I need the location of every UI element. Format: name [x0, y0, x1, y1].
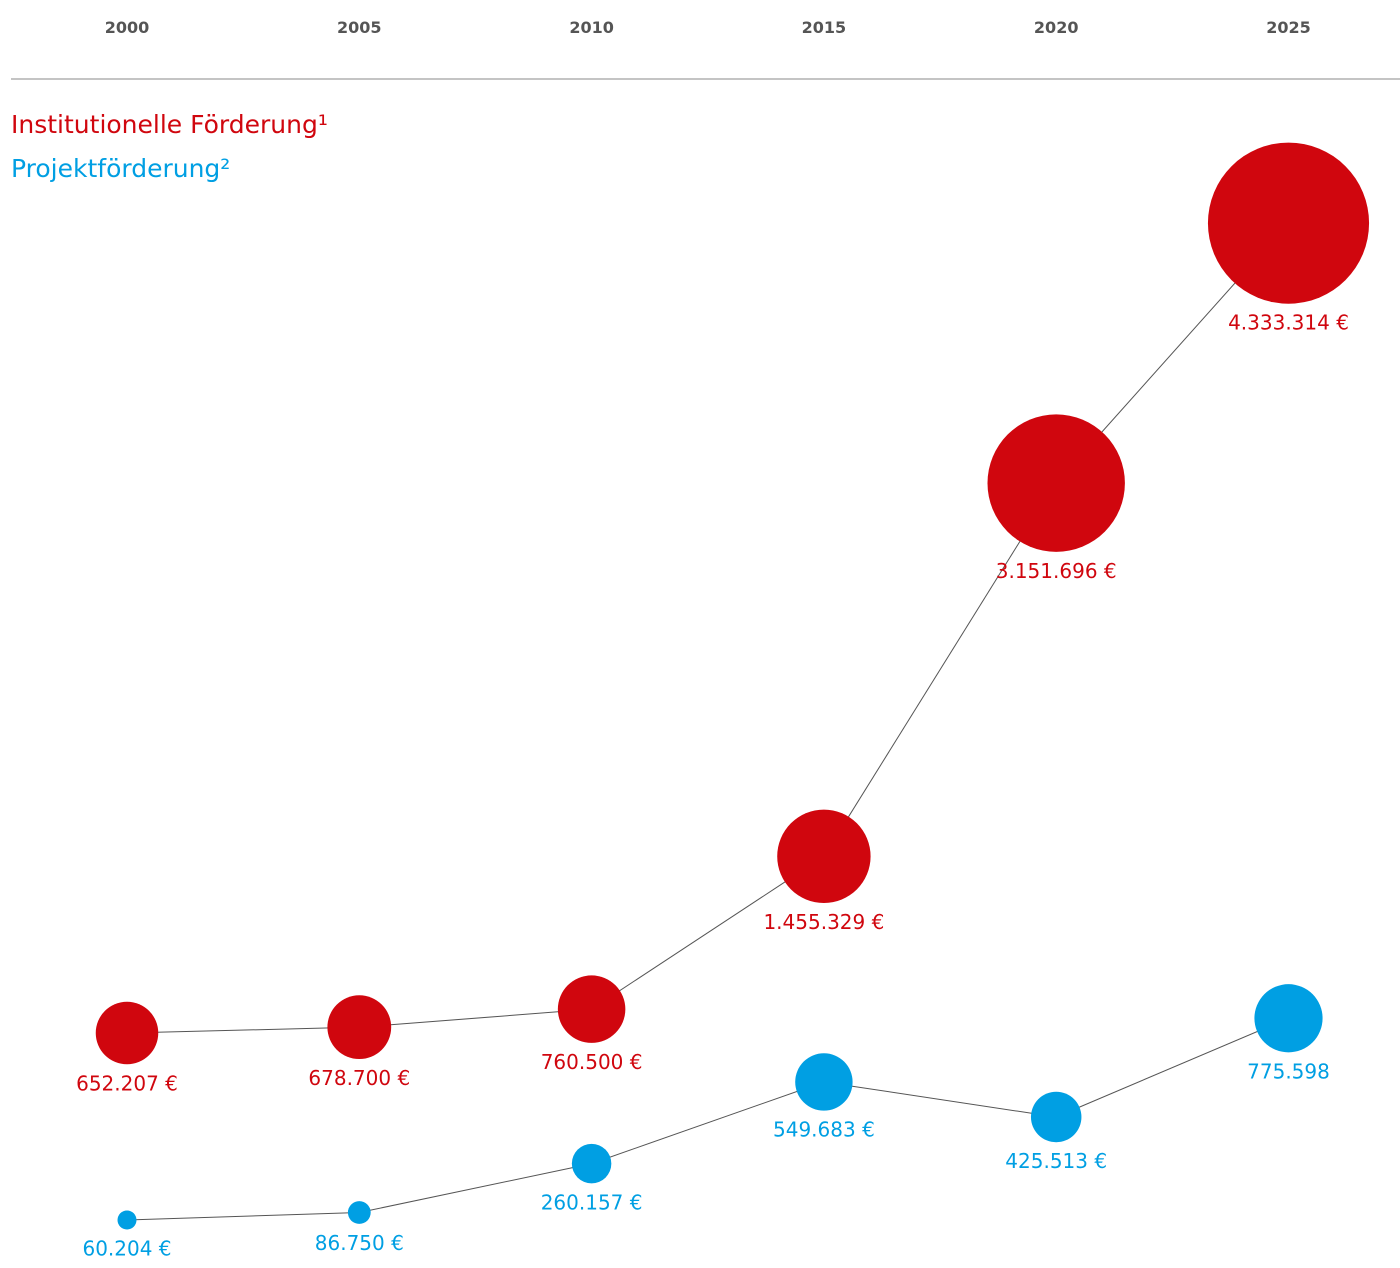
- project-bubble-2025: [1254, 984, 1323, 1053]
- project-value-label-2000: 60.204 €: [82, 1236, 171, 1260]
- project-value-label-2010: 260.157 €: [541, 1190, 643, 1214]
- project-value-label-2015: 549.683 €: [773, 1118, 875, 1142]
- year-label-2000: 2000: [105, 18, 150, 37]
- connector-lines: [126, 222, 1289, 1221]
- year-axis: 2000 2005 2010 2015 2020 2025: [105, 18, 1311, 37]
- project-bubble-2005: [347, 1201, 371, 1224]
- project-connector-2015-2020: [823, 1081, 1057, 1118]
- project-value-label-2025: 775.598: [1247, 1059, 1330, 1083]
- project-bubble-2010: [571, 1143, 612, 1184]
- institutional-bubble-2020: [987, 414, 1125, 552]
- project-value-label-2005: 86.750 €: [315, 1231, 404, 1255]
- project-connector-2010-2015: [591, 1081, 825, 1165]
- project-bubble-2015: [795, 1053, 853, 1111]
- institutional-connector-2000-2005: [126, 1026, 360, 1034]
- institutional-bubble-2025: [1207, 142, 1370, 304]
- project-connector-2005-2010: [359, 1163, 592, 1214]
- year-label-2020: 2020: [1034, 18, 1079, 37]
- institutional-value-label-2020: 3.151.696 €: [996, 559, 1117, 583]
- bubble-markers: [95, 142, 1370, 1230]
- project-bubble-2020: [1030, 1091, 1082, 1143]
- project-connector-2000-2005: [126, 1212, 360, 1221]
- institutional-bubble-2010: [557, 975, 626, 1043]
- institutional-connector-2005-2010: [359, 1008, 592, 1028]
- value-labels: 652.207 € 678.700 € 760.500 € 1.455.329 € 3.…: [76, 311, 1349, 1261]
- legend-project-funding: Projektförderung²: [11, 154, 231, 183]
- institutional-connector-2015-2020: [823, 482, 1057, 857]
- institutional-value-label-2010: 760.500 €: [541, 1050, 643, 1074]
- institutional-value-label-2005: 678.700 €: [308, 1066, 410, 1090]
- year-label-2015: 2015: [802, 18, 847, 37]
- year-label-2005: 2005: [337, 18, 382, 37]
- project-value-label-2020: 425.513 €: [1005, 1149, 1107, 1173]
- project-connector-2020-2025: [1056, 1017, 1289, 1118]
- institutional-bubble-2015: [777, 809, 871, 903]
- institutional-value-label-2000: 652.207 €: [76, 1071, 178, 1095]
- institutional-value-label-2015: 1.455.329 €: [763, 910, 884, 934]
- legend-institutional-funding: Institutionelle Förderung¹: [11, 110, 328, 139]
- project-bubble-2000: [117, 1210, 137, 1230]
- institutional-value-label-2025: 4.333.314 €: [1228, 311, 1349, 335]
- institutional-bubble-2005: [327, 995, 392, 1060]
- year-label-2025: 2025: [1266, 18, 1311, 37]
- year-label-2010: 2010: [569, 18, 614, 37]
- institutional-bubble-2000: [95, 1001, 159, 1065]
